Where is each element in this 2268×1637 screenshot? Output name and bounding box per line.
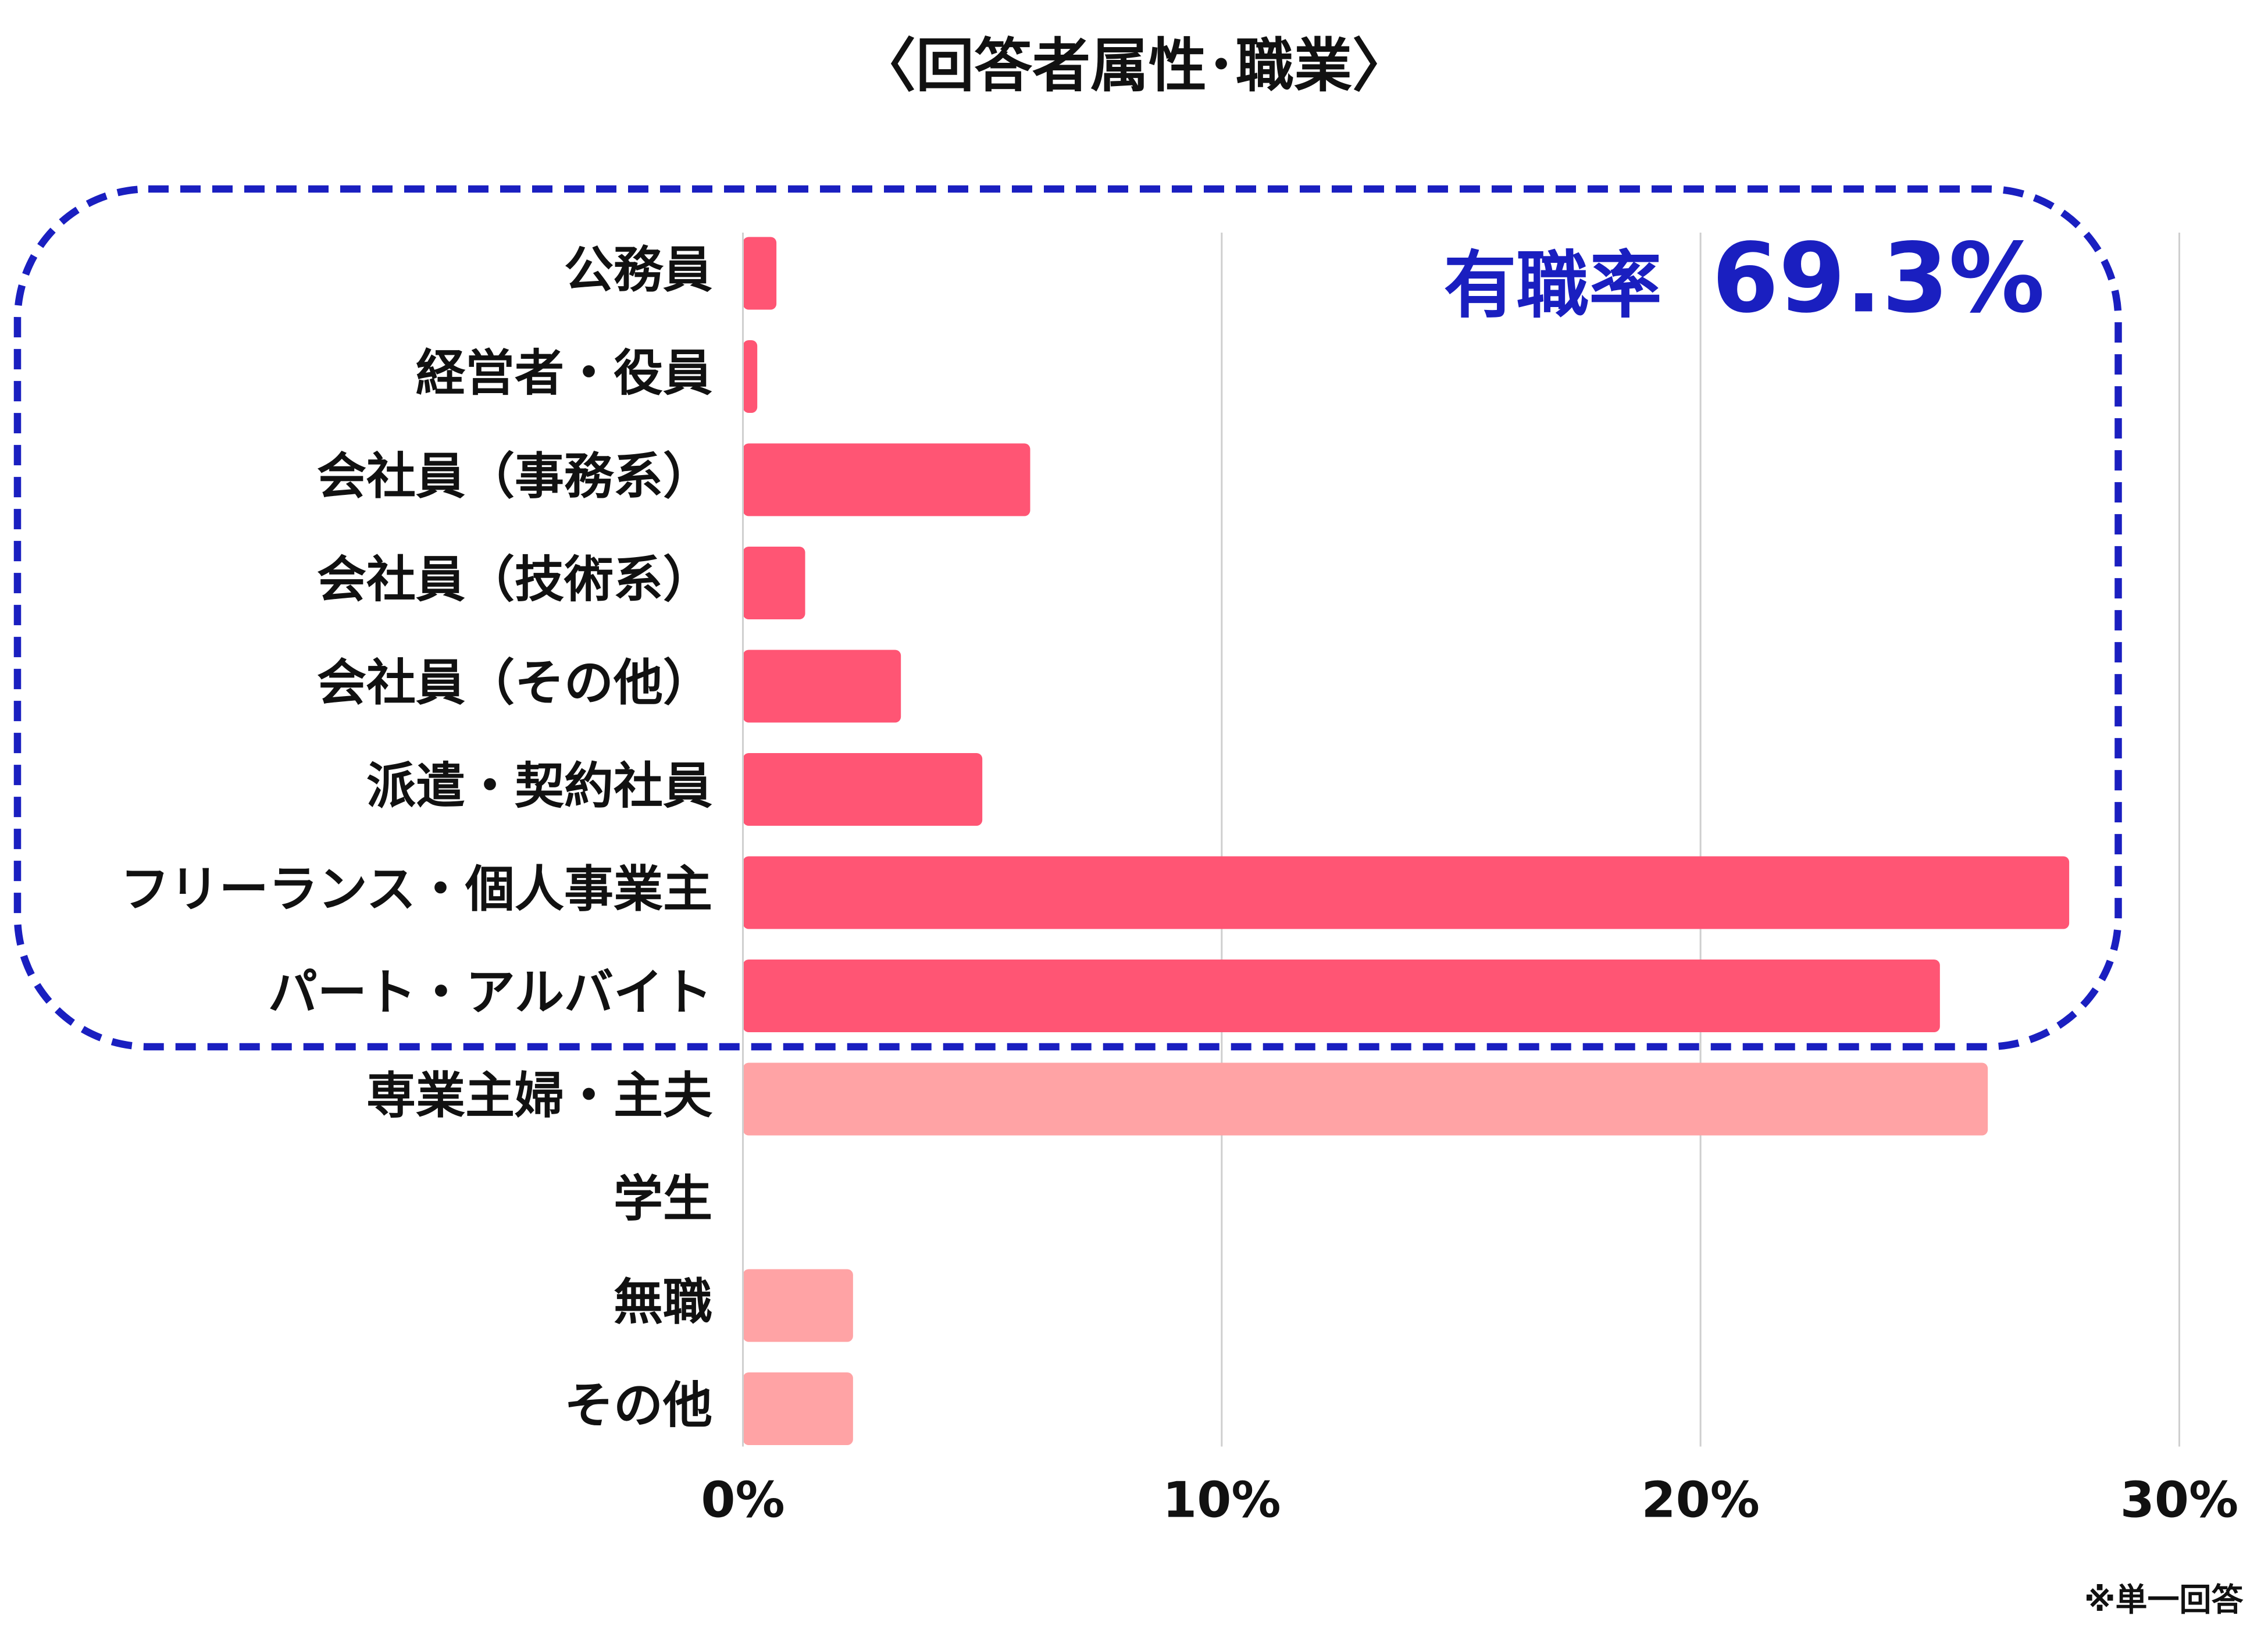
bar: [743, 237, 777, 310]
x-tick-label: 20%: [1641, 1471, 1759, 1529]
bar: [743, 1372, 853, 1445]
y-tick-label: 公務員: [564, 241, 712, 299]
x-tick-label: 0%: [701, 1471, 784, 1529]
x-tick-label: 30%: [2120, 1471, 2238, 1529]
bar: [743, 650, 901, 723]
bar: [743, 547, 805, 619]
y-tick-label: その他: [564, 1377, 712, 1435]
annotation-value: 69.3%: [1712, 222, 2045, 334]
y-tick-label: 学生: [614, 1171, 712, 1228]
bar: [743, 1062, 1988, 1136]
bar: [743, 340, 758, 413]
y-tick-label: 会社員（事務系）: [317, 448, 712, 505]
y-tick-label: 経営者・役員: [416, 345, 712, 402]
bar: [743, 753, 983, 826]
chart-title: 〈回答者属性･職業〉: [858, 31, 1410, 99]
x-tick-label: 10%: [1162, 1471, 1281, 1529]
y-tick-label: 専業主婦・主夫: [366, 1067, 713, 1125]
y-tick-label: フリーランス・個人事業主: [120, 861, 712, 918]
bar: [743, 856, 2070, 929]
annotation-label: 有職率: [1444, 244, 1662, 328]
group-box: [13, 185, 2122, 1051]
bar: [743, 960, 1940, 1032]
y-tick-label: パート・アルバイト: [268, 964, 712, 1022]
y-tick-label: 無職: [614, 1274, 712, 1331]
footnote: ※単一回答: [2084, 1581, 2244, 1618]
y-tick-label: 会社員（その他）: [317, 654, 712, 712]
y-tick-label: 会社員（技術系）: [317, 551, 712, 609]
y-tick-label: 派遣・契約社員: [366, 758, 712, 815]
bar: [743, 443, 1030, 516]
bar: [743, 1269, 853, 1342]
